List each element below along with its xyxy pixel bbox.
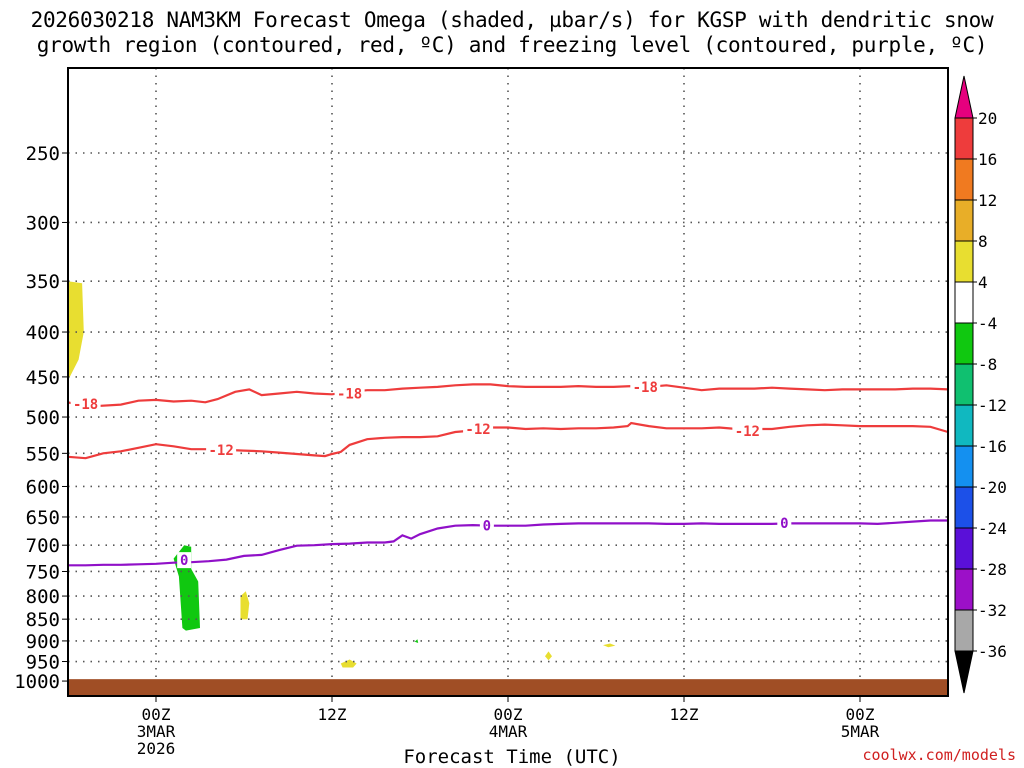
colorbar-band-0 bbox=[954, 117, 974, 160]
shade-yellow-small-1 bbox=[240, 591, 250, 620]
contour-label-bg-minus12-1 bbox=[463, 421, 494, 438]
credit-text[interactable]: coolwx.com/models bbox=[862, 746, 1016, 764]
contour-label-freezing-2: 0 bbox=[780, 516, 788, 532]
shade-yellow-top-left bbox=[68, 281, 84, 382]
chart-title-line1: 2026030218 NAM3KM Forecast Omega (shaded… bbox=[30, 8, 994, 32]
xtick-sub2-0: 2026 bbox=[137, 739, 176, 758]
xtick-label-4: 00Z bbox=[846, 705, 875, 724]
colorbar-band-10 bbox=[954, 527, 974, 570]
ytick-label-300: 300 bbox=[26, 212, 60, 234]
colorbar-label-7: -12 bbox=[978, 396, 1007, 415]
ytick-label-550: 550 bbox=[26, 443, 60, 465]
ytick-label-900: 900 bbox=[26, 631, 60, 653]
contour-minus18 bbox=[67, 383, 949, 408]
colorbar-band-4 bbox=[954, 281, 974, 324]
colorbar-label-3: 8 bbox=[978, 232, 988, 251]
colorbar-label-6: -8 bbox=[978, 355, 997, 374]
contour-freezing bbox=[68, 519, 948, 567]
ytick-label-450: 450 bbox=[26, 367, 60, 389]
colorbar-label-2: 12 bbox=[978, 191, 997, 210]
colorbar-label-4: 4 bbox=[978, 273, 988, 292]
ytick-label-500: 500 bbox=[26, 407, 60, 429]
colorbar-label-1: 16 bbox=[978, 150, 997, 169]
xtick-sub1-2: 4MAR bbox=[489, 722, 528, 741]
ytick-label-650: 650 bbox=[26, 507, 60, 529]
colorbar-label-8: -16 bbox=[978, 437, 1007, 456]
colorbar-label-10: -24 bbox=[978, 519, 1007, 538]
contour-label-minus12-2: -12 bbox=[735, 424, 760, 440]
contour-label-bg-freezing-1 bbox=[479, 517, 494, 534]
contour-label-bg-minus12-0 bbox=[206, 441, 237, 458]
plot-frame bbox=[67, 67, 949, 697]
ytick-label-700: 700 bbox=[26, 535, 60, 557]
contour-minus12 bbox=[67, 421, 949, 460]
contour-label-bg-minus12-2 bbox=[732, 423, 763, 440]
colorbar-label-5: -4 bbox=[978, 314, 997, 333]
ytick-label-400: 400 bbox=[26, 322, 60, 344]
colorbar-band-7 bbox=[954, 404, 974, 447]
contour-label-minus18-2: -18 bbox=[633, 380, 658, 396]
colorbar-label-9: -20 bbox=[978, 478, 1007, 497]
contour-label-bg-freezing-0 bbox=[177, 552, 192, 569]
xtick-label-2: 00Z bbox=[494, 705, 523, 724]
colorbar-top-arrow bbox=[954, 75, 974, 119]
contour-label-bg-minus18-1 bbox=[334, 385, 365, 402]
ytick-label-350: 350 bbox=[26, 271, 60, 293]
ytick-label-1000: 1000 bbox=[14, 671, 60, 693]
colorbar-label-11: -28 bbox=[978, 560, 1007, 579]
shade-yellow-small-4 bbox=[603, 643, 616, 648]
contour-label-minus12-0: -12 bbox=[208, 443, 233, 459]
xtick-sub1-4: 5MAR bbox=[841, 722, 880, 741]
xtick-label-0: 00Z bbox=[142, 705, 171, 724]
contour-label-freezing-1: 0 bbox=[483, 519, 491, 535]
colorbar-band-9 bbox=[954, 486, 974, 529]
colorbar-band-3 bbox=[954, 240, 974, 283]
x-axis-title: Forecast Time (UTC) bbox=[403, 746, 621, 768]
contour-label-minus18-0: -18 bbox=[73, 397, 98, 413]
xtick-label-1: 12Z bbox=[318, 705, 347, 724]
colorbar-band-11 bbox=[954, 568, 974, 611]
chart-title-line2: growth region (contoured, red, ºC) and f… bbox=[36, 33, 988, 57]
colorbar-band-1 bbox=[954, 158, 974, 201]
xtick-label-3: 12Z bbox=[670, 705, 699, 724]
ytick-label-850: 850 bbox=[26, 609, 60, 631]
contour-label-bg-minus18-2 bbox=[630, 378, 661, 395]
colorbar-band-8 bbox=[954, 445, 974, 488]
xtick-sub1-0: 3MAR bbox=[137, 722, 176, 741]
ytick-label-750: 750 bbox=[26, 561, 60, 583]
shade-yellow-small-2 bbox=[340, 659, 357, 668]
contour-label-minus18-1: -18 bbox=[337, 386, 362, 402]
contour-label-bg-freezing-2 bbox=[777, 514, 792, 531]
shade-green-dot bbox=[414, 639, 419, 643]
colorbar-label-12: -32 bbox=[978, 601, 1007, 620]
ytick-label-950: 950 bbox=[26, 652, 60, 674]
colorbar-band-2 bbox=[954, 199, 974, 242]
ytick-label-600: 600 bbox=[26, 476, 60, 498]
colorbar-label-13: -36 bbox=[978, 642, 1007, 661]
colorbar-band-5 bbox=[954, 322, 974, 365]
contour-label-freezing-0: 0 bbox=[180, 553, 188, 569]
colorbar-band-6 bbox=[954, 363, 974, 406]
ground-fill bbox=[68, 679, 948, 696]
colorbar-band-12 bbox=[954, 609, 974, 652]
contour-label-bg-minus18-0 bbox=[70, 395, 101, 412]
colorbar-bottom-arrow bbox=[954, 650, 974, 694]
ytick-label-250: 250 bbox=[26, 143, 60, 165]
contour-label-minus12-1: -12 bbox=[465, 422, 490, 438]
colorbar-label-0: 20 bbox=[978, 109, 997, 128]
chart-title: 2026030218 NAM3KM Forecast Omega (shaded… bbox=[0, 8, 1024, 58]
ytick-label-800: 800 bbox=[26, 586, 60, 608]
shade-yellow-small-3 bbox=[545, 651, 552, 661]
